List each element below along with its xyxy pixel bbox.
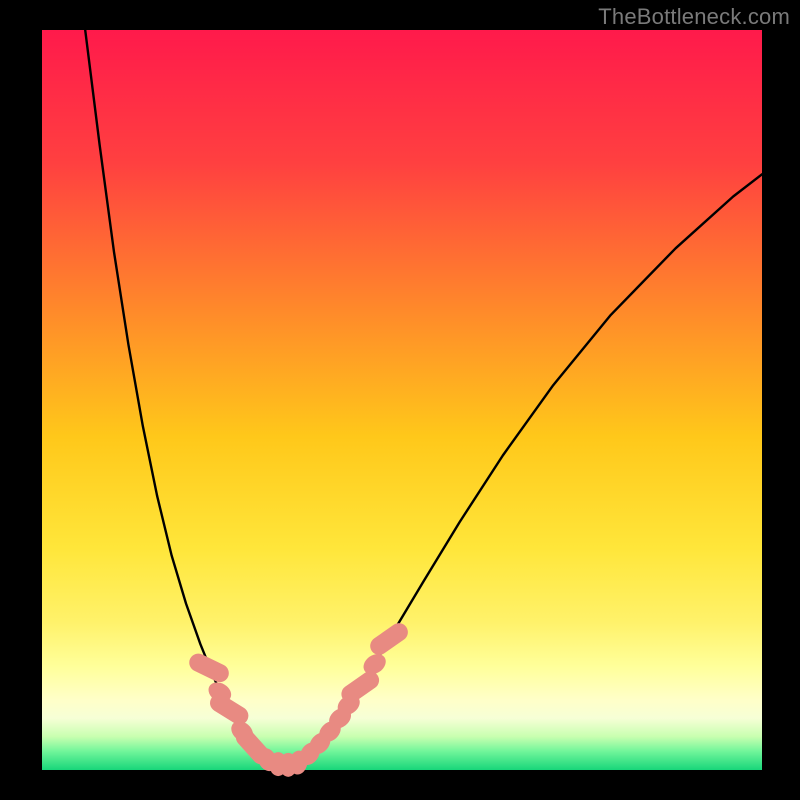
bottleneck-chart: [0, 0, 800, 800]
watermark-text: TheBottleneck.com: [598, 4, 790, 30]
chart-root: TheBottleneck.com: [0, 0, 800, 800]
plot-background: [42, 30, 762, 770]
